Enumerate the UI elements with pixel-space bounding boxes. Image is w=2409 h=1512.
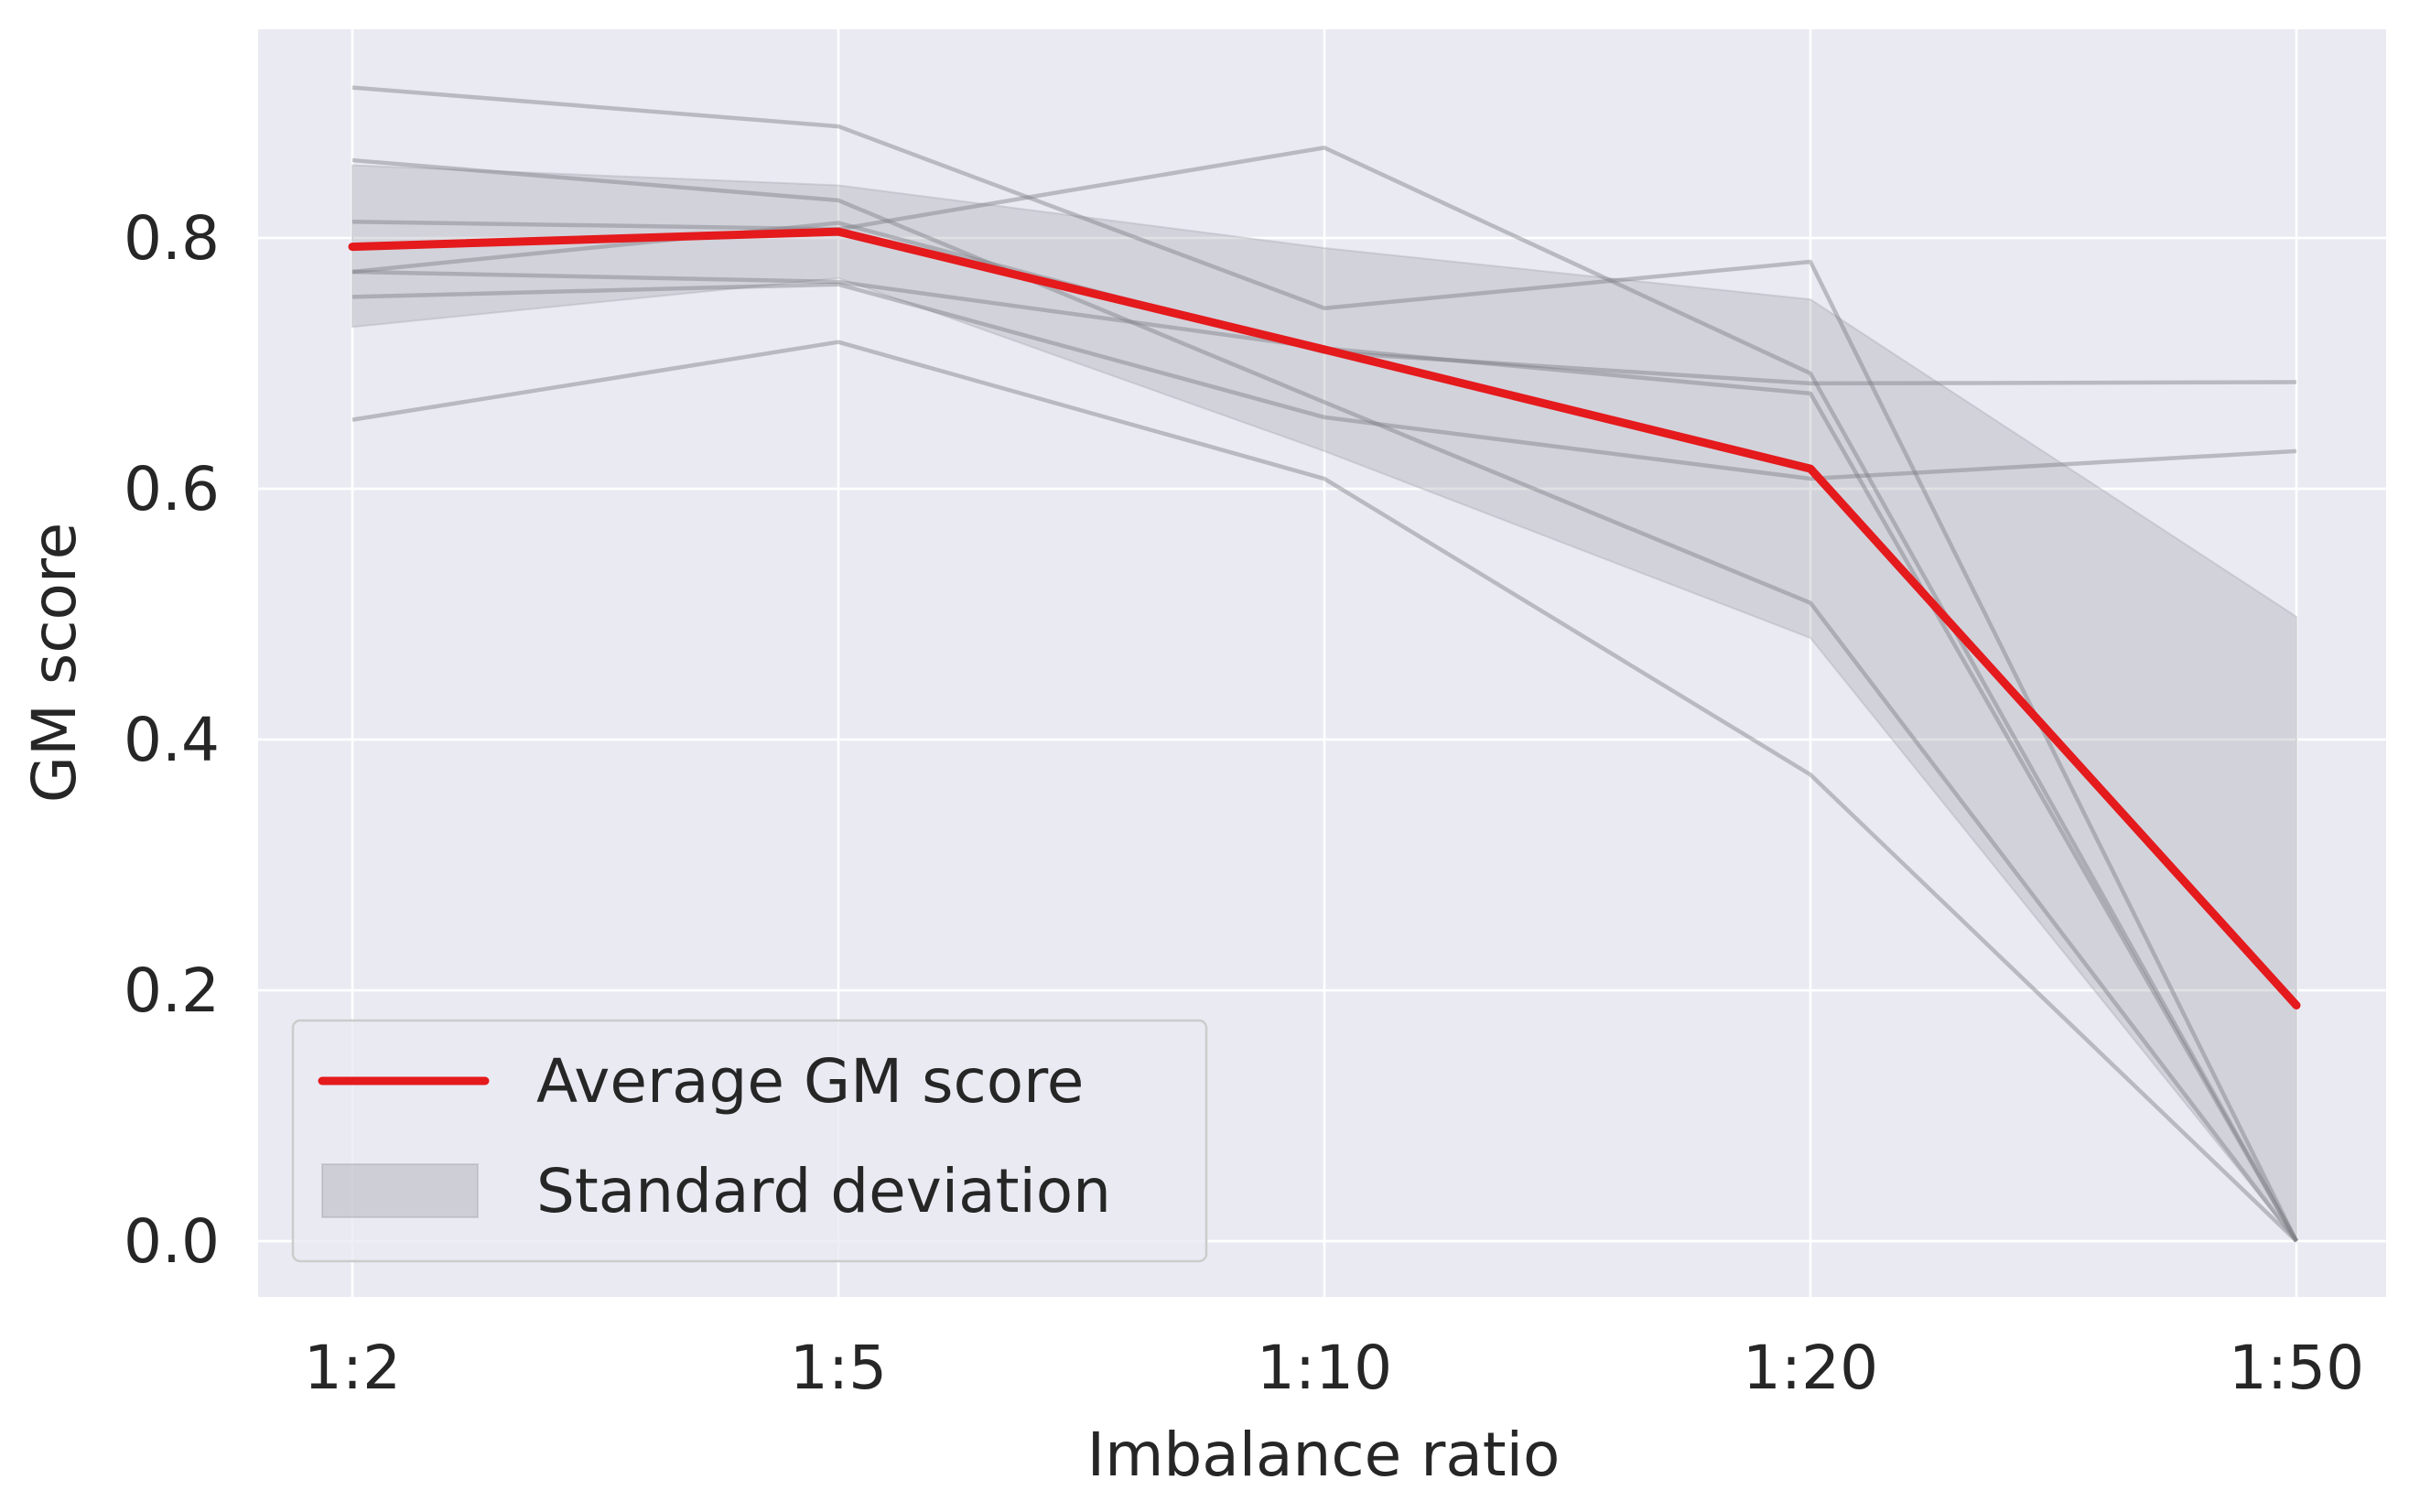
individual-run-line-6 (351, 340, 2298, 1243)
average-line-layer (348, 227, 2301, 1010)
y-tick-label: 0.0 (124, 1206, 220, 1277)
individual-run-line-5 (351, 282, 2297, 481)
x-tick-label: 1:50 (2229, 1333, 2364, 1403)
legend-label-std: Standard deviation (536, 1156, 1111, 1226)
y-tick-label: 0.2 (124, 956, 220, 1026)
x-axis-label: Imbalance ratio (1087, 1420, 1561, 1490)
individual-run-line-2 (351, 157, 2298, 1243)
x-tick-labels: 1:2 1:5 1:10 1:20 1:50 (304, 1333, 2364, 1403)
x-tick-label: 1:5 (790, 1333, 887, 1403)
y-axis-label: GM score (19, 523, 90, 803)
y-tick-labels: 0.0 0.2 0.4 0.6 0.8 (124, 203, 220, 1277)
individual-run-line-3 (351, 146, 2298, 1243)
legend-box (291, 1019, 1208, 1263)
individual-run-line-1 (351, 85, 2299, 1243)
average-gm-line (348, 227, 2301, 1010)
std-deviation-band (351, 164, 2297, 1244)
x-tick-label: 1:2 (304, 1333, 401, 1403)
y-tick-label: 0.4 (124, 705, 220, 775)
y-tick-label: 0.6 (124, 454, 220, 524)
legend: Average GM score Standard deviation (291, 1019, 1208, 1263)
x-tick-label: 1:20 (1743, 1333, 1878, 1403)
std-band-layer (351, 164, 2297, 1244)
legend-label-average: Average GM score (536, 1046, 1084, 1117)
y-tick-label: 0.8 (124, 203, 220, 274)
legend-std-swatch (321, 1163, 479, 1218)
grid (258, 29, 2386, 1297)
x-tick-label: 1:10 (1257, 1333, 1392, 1403)
